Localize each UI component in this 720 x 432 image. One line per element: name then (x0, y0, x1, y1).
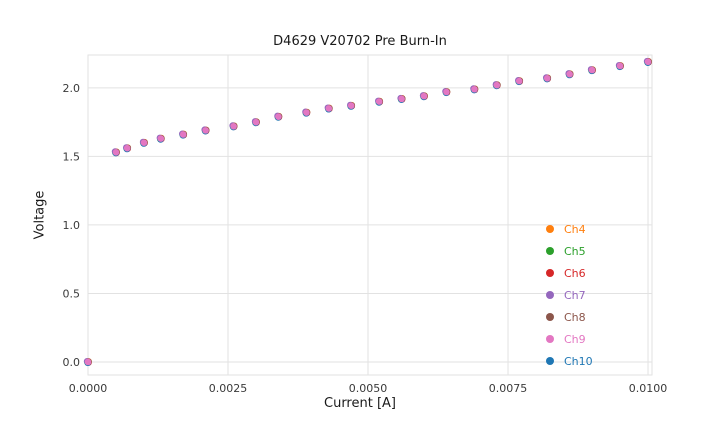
data-point (84, 358, 92, 366)
legend-marker-icon (546, 269, 554, 277)
y-tick-label: 2.0 (63, 82, 81, 95)
y-tick-label: 0.0 (63, 356, 81, 369)
y-tick-label: 0.5 (63, 287, 81, 300)
legend-marker-icon (546, 291, 554, 299)
data-point (179, 131, 187, 138)
data-point (230, 122, 237, 130)
data-point (443, 88, 450, 96)
data-point (420, 92, 428, 100)
legend-label: Ch5 (564, 244, 586, 258)
x-tick-label: 0.0025 (209, 382, 248, 395)
y-tick-label: 1.0 (63, 219, 81, 232)
legend-marker-icon (546, 225, 554, 233)
legend-label: Ch6 (564, 266, 586, 280)
legend-label: Ch8 (564, 310, 586, 324)
data-point (140, 139, 148, 147)
data-point (515, 77, 523, 85)
x-tick-label: 0.0075 (489, 382, 528, 395)
legend-item-ch6: Ch6 (546, 262, 593, 284)
legend-label: Ch7 (564, 288, 586, 302)
data-point (303, 109, 310, 116)
legend-label: Ch9 (564, 332, 586, 346)
legend-item-ch8: Ch8 (546, 306, 593, 328)
x-tick-label: 0.0100 (629, 382, 668, 395)
data-point (644, 58, 652, 66)
legend-label: Ch4 (564, 222, 586, 236)
series-ch9 (84, 58, 652, 366)
data-point (202, 127, 209, 134)
data-point (123, 144, 131, 152)
legend-item-ch7: Ch7 (546, 284, 593, 306)
data-point (252, 118, 260, 126)
legend-item-ch9: Ch9 (546, 328, 593, 350)
legend-marker-icon (546, 335, 554, 343)
x-axis-label: Current [A] (324, 396, 396, 411)
data-point (157, 135, 165, 142)
data-point (616, 62, 624, 70)
data-point (347, 102, 355, 110)
data-point (398, 95, 405, 103)
data-point (375, 98, 383, 105)
data-point (493, 81, 501, 89)
legend-marker-icon (546, 313, 554, 321)
data-point (566, 70, 573, 78)
legend-item-ch10: Ch10 (546, 350, 593, 372)
legend-label: Ch10 (564, 354, 593, 368)
data-point (543, 74, 551, 82)
x-tick-label: 0.0000 (69, 382, 108, 395)
data-point (325, 105, 333, 112)
legend: Ch4 Ch5 Ch6 Ch7 Ch8 Ch9 Ch10 (546, 218, 593, 372)
y-axis-label: Voltage (32, 190, 48, 240)
data-point (588, 66, 596, 74)
y-tick-label: 1.5 (63, 150, 81, 163)
legend-marker-icon (546, 247, 554, 255)
data-point (112, 149, 120, 156)
legend-marker-icon (546, 357, 554, 365)
chart-title: D4629 V20702 Pre Burn-In (273, 34, 447, 49)
x-tick-label: 0.0050 (349, 382, 388, 395)
plot-border (87, 54, 653, 376)
data-point (275, 113, 282, 120)
data-point (471, 85, 478, 93)
legend-item-ch5: Ch5 (546, 240, 593, 262)
legend-item-ch4: Ch4 (546, 218, 593, 240)
